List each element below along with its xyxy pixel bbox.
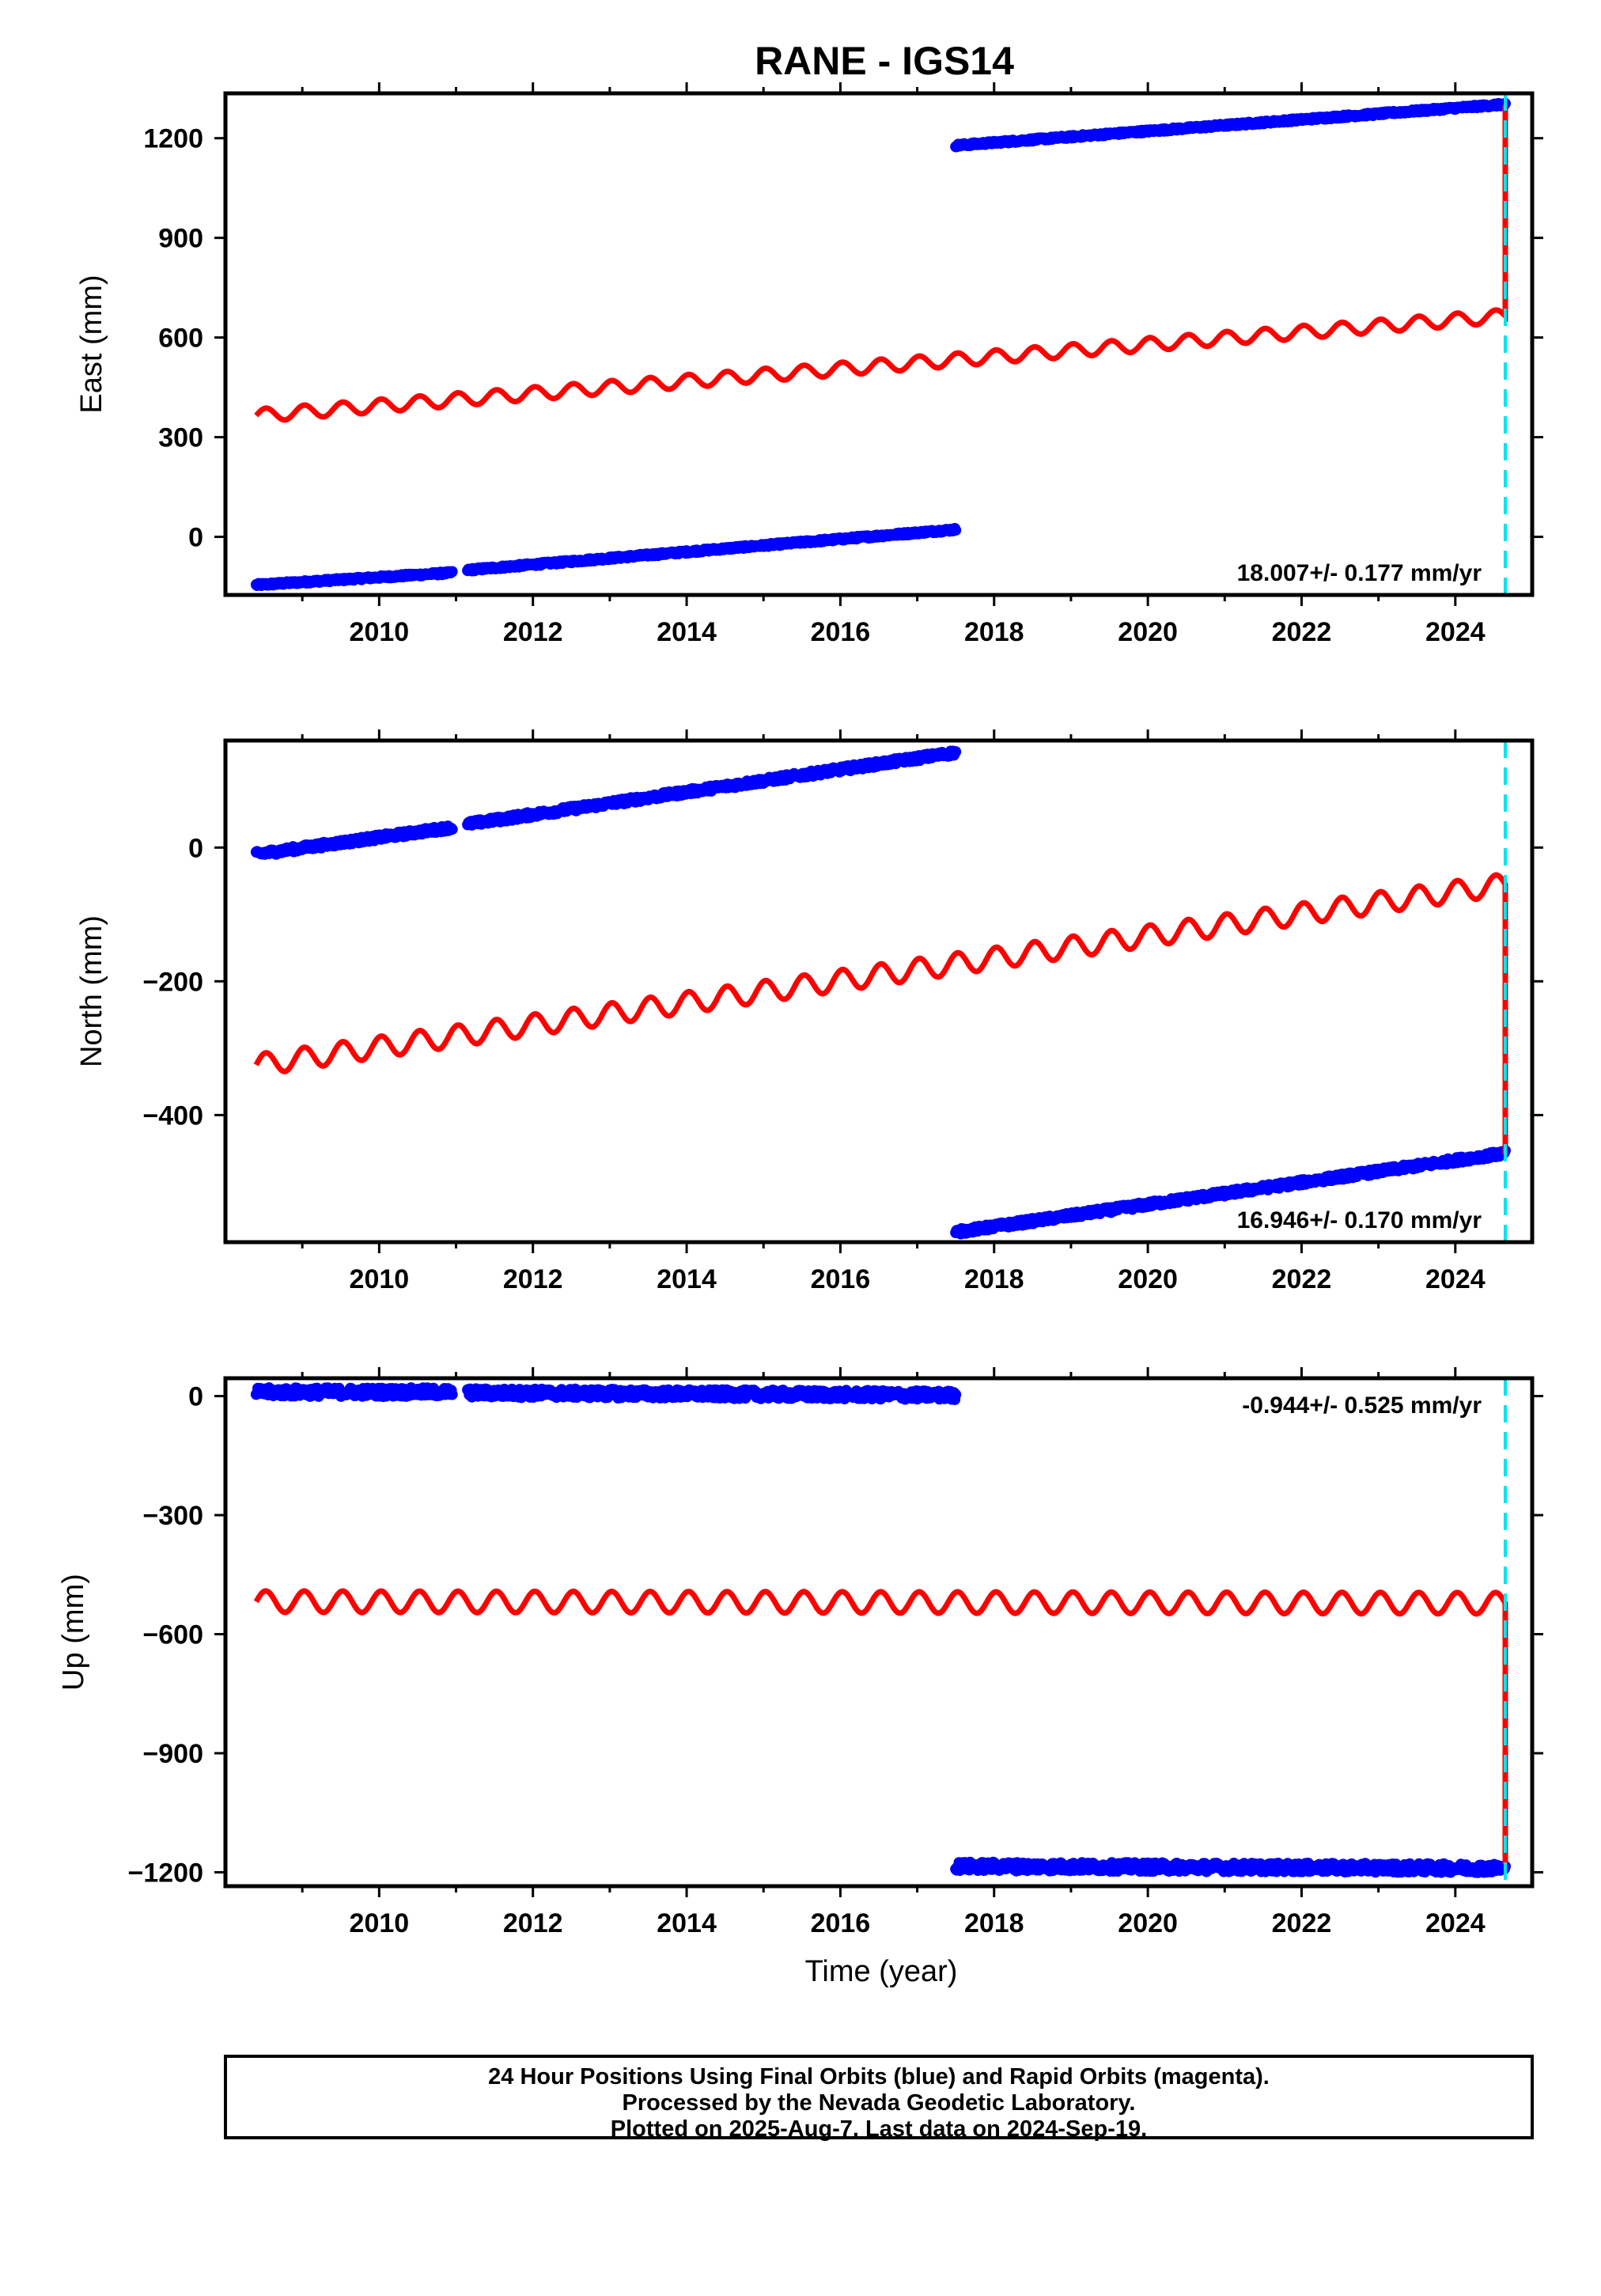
final-series-north-1 — [250, 820, 458, 860]
x-tick-label: 2024 — [1425, 1908, 1486, 1938]
x-tick-label: 2012 — [503, 617, 563, 647]
model-line-north — [253, 872, 1508, 1154]
chart-title: RANE - IGS14 — [755, 39, 1014, 83]
x-tick-label: 2014 — [657, 1908, 717, 1938]
x-tick-label: 2020 — [1118, 1264, 1178, 1294]
x-tick-label: 2022 — [1272, 1264, 1332, 1294]
panel-data-east — [250, 97, 1511, 592]
panel-up: 2010 2012 2014 2016 2018 2020 2022 2024 −1200 −90… — [57, 1367, 1543, 1988]
x-tick-label: 2018 — [964, 1264, 1024, 1294]
final-series-north-3 — [950, 1145, 1511, 1240]
x-tick-label: 2010 — [350, 1264, 410, 1294]
final-series-up-3 — [950, 1856, 1511, 1878]
panel-data-up — [250, 1382, 1511, 1878]
y-tick-label: −300 — [142, 1501, 203, 1531]
y-axis-label-north: North (mm) — [75, 915, 108, 1067]
y-tick-label: 300 — [158, 423, 203, 453]
y-tick-label: −600 — [142, 1620, 203, 1650]
x-tick-label: 2014 — [657, 617, 717, 647]
x-tick-label: 2016 — [811, 1264, 871, 1294]
x-axis-label: Time (year) — [805, 1955, 958, 1988]
x-tick-label: 2022 — [1272, 617, 1332, 647]
panels-group: 2010 2012 2014 2016 2018 2020 2022 2024 0 300 600 9… — [57, 82, 1543, 1988]
x-tick-label: 2022 — [1272, 1908, 1332, 1938]
y-axis-label-east: East (mm) — [75, 275, 108, 413]
y-tick-label: 0 — [188, 833, 203, 863]
final-series-east-1 — [250, 566, 458, 592]
model-line-up — [253, 1588, 1508, 1865]
panel-frame-up — [223, 1376, 1535, 1889]
x-tick-label: 2016 — [811, 1908, 871, 1938]
x-tick-label: 2018 — [964, 1908, 1024, 1938]
y-tick-label: 600 — [158, 324, 203, 354]
x-tick-label: 2014 — [657, 1264, 717, 1294]
panel-east: 2010 2012 2014 2016 2018 2020 2022 2024 0 300 600 9… — [75, 82, 1543, 647]
y-tick-label: −900 — [142, 1739, 203, 1769]
x-tick-label: 2020 — [1118, 617, 1178, 647]
x-tick-label: 2020 — [1118, 1908, 1178, 1938]
footer-line-1: 24 Hour Positions Using Final Orbits (bl… — [488, 2064, 1270, 2090]
x-tick-label: 2024 — [1425, 1264, 1486, 1294]
y-tick-label: −1200 — [128, 1858, 204, 1888]
rate-label-up: -0.944+/- 0.525 mm/yr — [1242, 1392, 1482, 1419]
y-axis-label-up: Up (mm) — [57, 1574, 90, 1691]
y-tick-label: 0 — [188, 1382, 203, 1412]
final-point — [950, 746, 962, 758]
x-tick-label: 2018 — [964, 617, 1024, 647]
x-tick-label: 2012 — [503, 1264, 563, 1294]
x-tick-label: 2016 — [811, 617, 871, 647]
final-point — [446, 566, 458, 578]
final-series-east-2 — [462, 523, 962, 577]
model-line-east — [254, 104, 1508, 423]
x-tick-label: 2010 — [350, 1908, 410, 1938]
panel-frame-east — [223, 91, 1535, 597]
final-point — [950, 525, 962, 536]
footer-line-3: Plotted on 2025-Aug-7. Last data on 2024… — [611, 2116, 1147, 2142]
final-point — [446, 824, 458, 835]
final-series-up-2 — [462, 1383, 962, 1405]
final-series-north-2 — [462, 745, 962, 831]
x-tick-label: 2010 — [350, 617, 410, 647]
panel-frame-north — [223, 738, 1535, 1245]
y-tick-label: −400 — [142, 1101, 203, 1131]
y-tick-label: −200 — [142, 967, 203, 997]
x-tick-label: 2024 — [1425, 617, 1486, 647]
footer-box: 24 Hour Positions Using Final Orbits (bl… — [224, 2055, 1534, 2142]
final-series-up-1 — [250, 1382, 458, 1403]
footer-frame — [224, 2055, 1534, 2139]
footer-line-2: Processed by the Nevada Geodetic Laborat… — [623, 2090, 1136, 2116]
panel-north: 2010 2012 2014 2016 2018 2020 2022 2024 −400 −200… — [75, 729, 1543, 1294]
y-tick-label: 900 — [158, 224, 203, 254]
final-series-east-3 — [950, 97, 1511, 153]
x-tick-label: 2012 — [503, 1908, 563, 1938]
y-tick-label: 1200 — [143, 124, 203, 154]
rate-label-east: 18.007+/- 0.177 mm/yr — [1237, 560, 1482, 586]
rate-label-north: 16.946+/- 0.170 mm/yr — [1237, 1207, 1482, 1233]
final-point — [446, 1389, 458, 1400]
y-tick-label: 0 — [188, 523, 203, 553]
panel-data-north — [250, 745, 1511, 1240]
final-point — [950, 1389, 962, 1400]
